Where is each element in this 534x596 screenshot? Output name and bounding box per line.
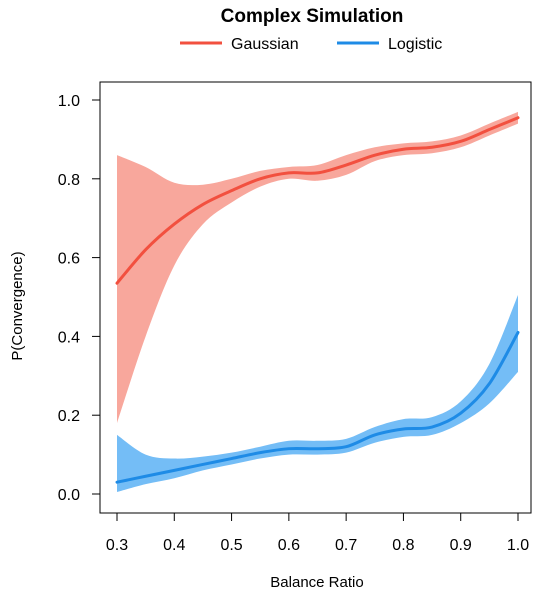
x-tick-label: 0.8 <box>392 537 414 554</box>
plot-frame <box>99 81 532 514</box>
series-line-gaussian <box>115 116 520 285</box>
x-tick-label: 0.9 <box>450 537 472 554</box>
x-tick-label: 0.6 <box>278 537 300 554</box>
y-axis-label: P(Convergence) <box>9 251 26 360</box>
chart-title: Complex Simulation <box>221 6 404 27</box>
legend-label-gaussian: Gaussian <box>231 36 299 53</box>
confidence-band-logistic <box>117 295 518 493</box>
y-tick-label: 0.2 <box>58 408 80 425</box>
x-tick-label: 0.3 <box>106 537 128 554</box>
y-tick-label: 0.6 <box>58 251 80 268</box>
y-tick-label: 0.8 <box>58 172 80 189</box>
confidence-band-gaussian <box>117 111 518 424</box>
legend-label-logistic: Logistic <box>388 36 442 53</box>
x-tick-label: 0.7 <box>335 537 357 554</box>
confidence-bands <box>117 111 518 493</box>
legend: Gaussian Logistic <box>180 36 442 53</box>
x-tick-label: 0.4 <box>163 537 185 554</box>
series-lines <box>115 116 520 484</box>
series-line-logistic <box>115 330 520 484</box>
y-tick-label: 0.0 <box>58 487 80 504</box>
y-axis: 0.0 0.2 0.4 0.6 0.8 1.0 <box>58 93 100 504</box>
y-tick-label: 0.4 <box>58 329 80 346</box>
y-tick-label: 1.0 <box>58 93 80 110</box>
x-axis: 0.3 0.4 0.5 0.6 0.7 0.8 0.9 1.0 <box>106 513 529 554</box>
x-tick-label: 0.5 <box>220 537 242 554</box>
x-tick-label: 1.0 <box>507 537 529 554</box>
x-axis-label: Balance Ratio <box>270 574 363 591</box>
